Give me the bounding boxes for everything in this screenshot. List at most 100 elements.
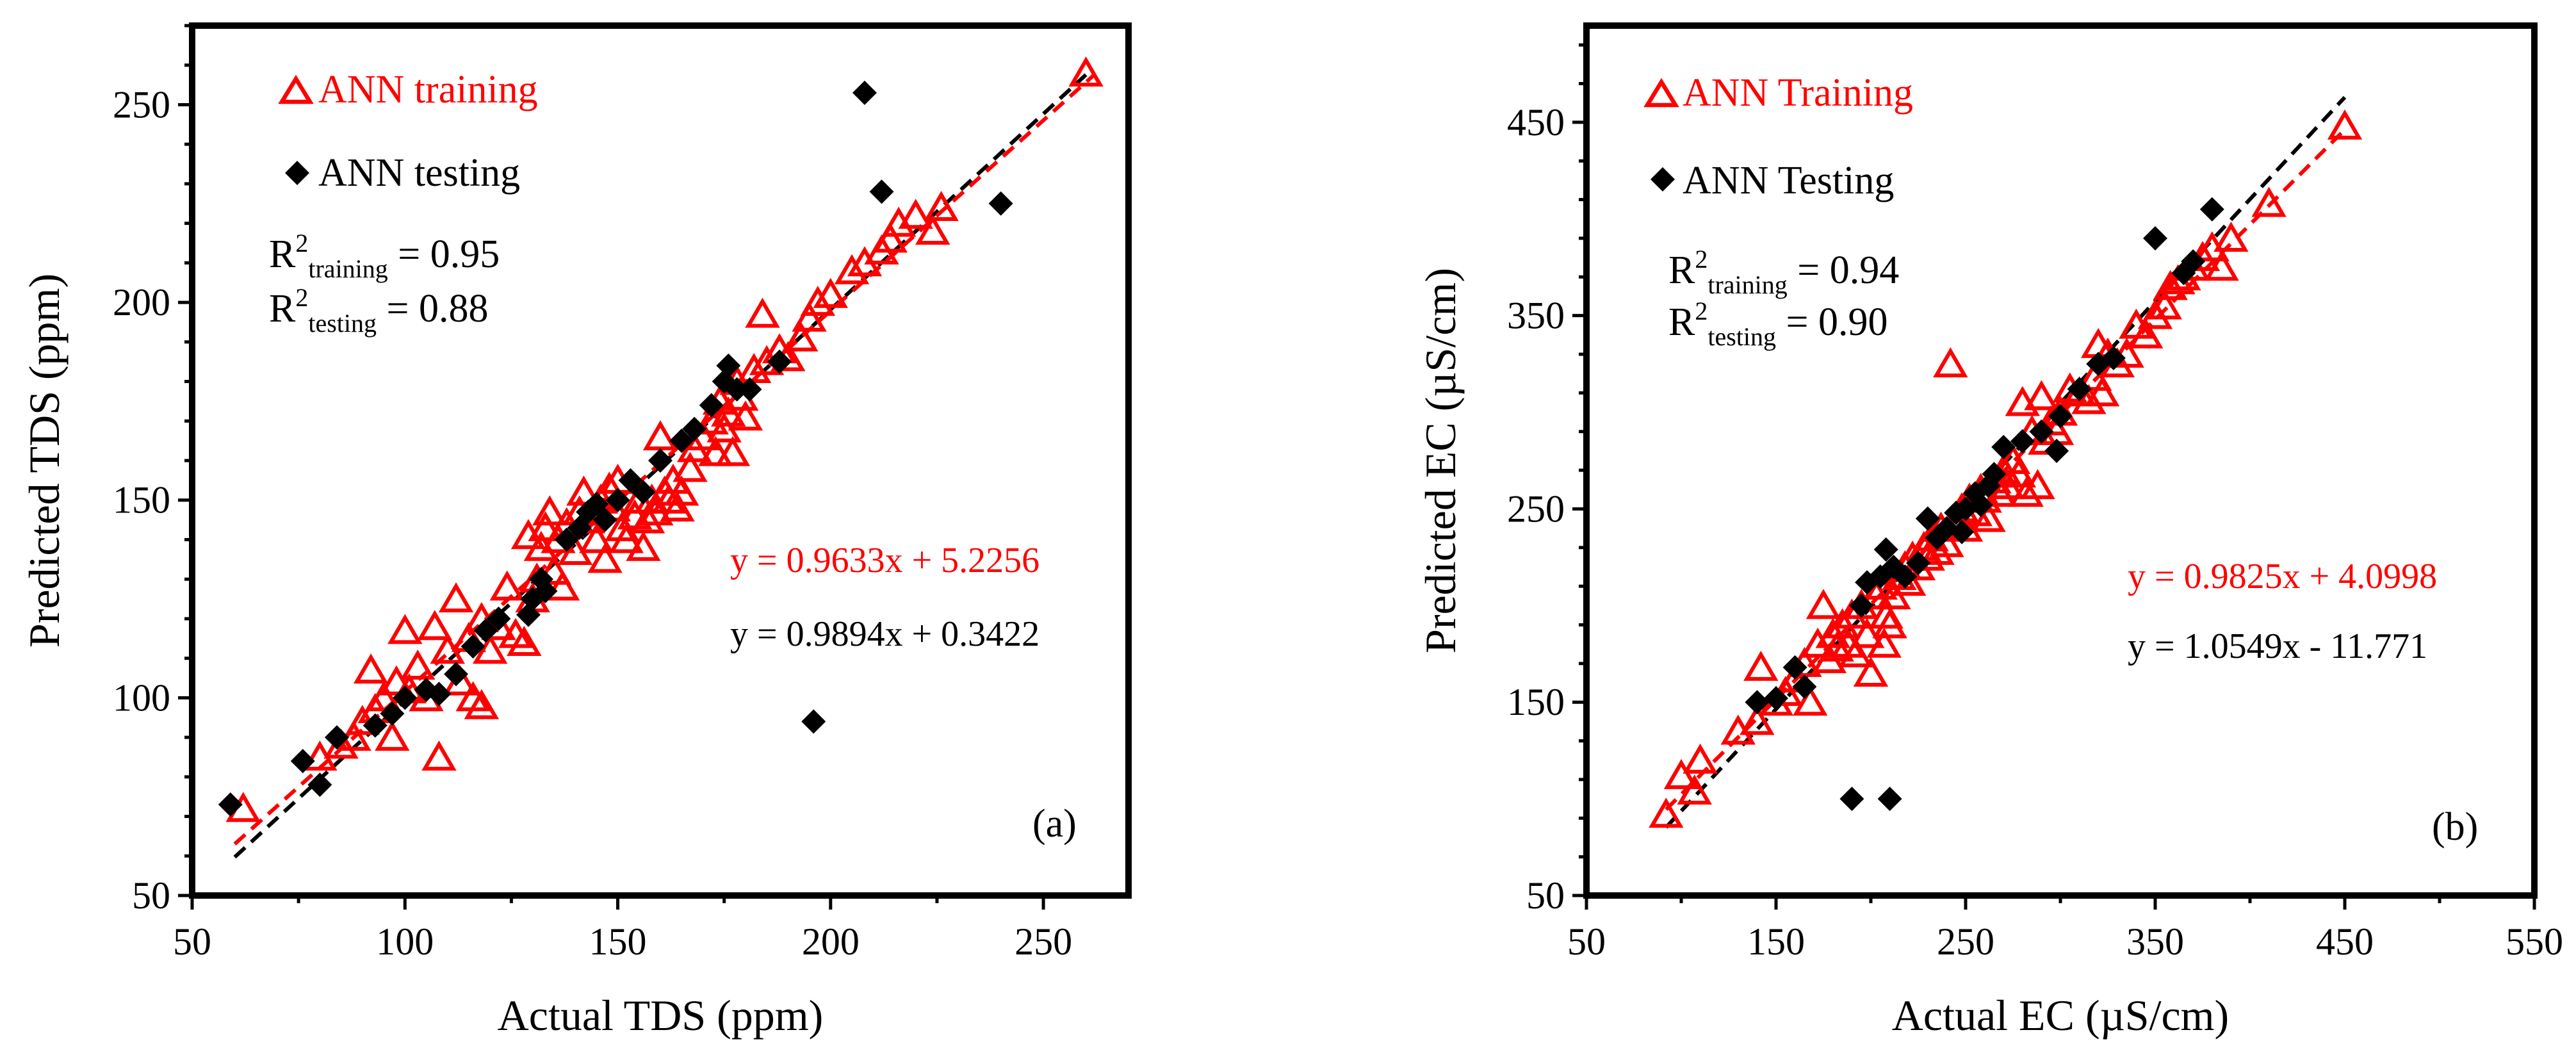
panel-label: (a)	[1032, 802, 1077, 846]
y-axis-label: Predicted TDS (ppm)	[20, 274, 69, 648]
testing-point	[1877, 787, 1902, 812]
testing-point	[767, 349, 792, 374]
x-tick-label: 450	[2316, 920, 2374, 963]
testing-point	[1950, 519, 1975, 544]
training-point	[1853, 656, 1889, 687]
legend-marker-testing	[1651, 167, 1675, 192]
trendline-training	[233, 73, 1096, 846]
r2-training-sub: training	[308, 254, 387, 283]
r2-testing: R2testing = 0.90	[1668, 297, 1888, 351]
r2-training-sup: 2	[1695, 245, 1708, 274]
testing-point	[988, 191, 1013, 216]
training-point	[1677, 774, 1712, 805]
training-point	[532, 495, 567, 526]
x-tick-label: 100	[376, 920, 434, 963]
testing-point	[2143, 225, 2167, 250]
training-point	[800, 286, 836, 316]
training-point	[464, 689, 500, 719]
training-point	[1815, 617, 1851, 648]
training-point	[417, 610, 452, 641]
training-point	[924, 190, 959, 221]
testing-point	[618, 468, 643, 493]
training-point	[2251, 186, 2287, 217]
y-tick-label: 250	[113, 83, 170, 126]
training-point	[2153, 270, 2188, 300]
testing-point	[461, 634, 485, 659]
training-point	[587, 543, 623, 573]
testing-point	[1906, 550, 1930, 575]
testing-point	[1849, 593, 1874, 618]
training-point	[1825, 608, 1860, 639]
testing-point	[427, 682, 452, 707]
training-point	[2213, 221, 2249, 252]
testing-point	[631, 480, 656, 505]
testing-point	[724, 377, 749, 402]
training-point	[2009, 477, 2044, 507]
r2-training-base: R	[1668, 249, 1695, 292]
testing-point	[2101, 346, 2126, 371]
testing-point	[605, 487, 630, 512]
training-point	[2020, 469, 2055, 500]
testing-point	[737, 377, 762, 402]
testing-point	[592, 507, 617, 532]
r2-training-value: = 0.95	[388, 233, 500, 276]
x-tick-label: 350	[2126, 920, 2184, 963]
testing-point	[801, 709, 826, 734]
y-tick-label: 150	[1507, 681, 1565, 723]
training-point	[536, 554, 572, 585]
testing-point	[1792, 675, 1817, 699]
fit-equation-testing: y = 1.0549x - 11.771	[2128, 626, 2427, 666]
testing-point	[486, 606, 511, 631]
testing-point	[1764, 686, 1788, 711]
training-point	[715, 436, 751, 466]
training-point	[1068, 56, 1104, 87]
training-point	[626, 530, 661, 561]
training-point	[1819, 631, 1854, 662]
testing-point	[2044, 438, 2069, 463]
training-point	[898, 199, 933, 229]
training-point	[400, 649, 436, 680]
testing-point	[1839, 787, 1864, 812]
r2-testing-value: = 0.88	[377, 287, 488, 331]
training-point	[2024, 380, 2059, 411]
testing-point	[1873, 537, 1898, 562]
testing-point	[363, 713, 387, 738]
x-tick-label: 550	[2506, 920, 2563, 963]
testing-point	[1745, 690, 1770, 715]
testing-point	[869, 179, 894, 204]
y-tick-label: 450	[1507, 101, 1565, 143]
training-point	[1800, 627, 1836, 658]
testing-point	[716, 353, 741, 378]
training-point	[1806, 589, 1841, 619]
y-tick-label: 250	[1507, 487, 1565, 530]
training-point	[1793, 685, 1828, 716]
training-point	[1743, 650, 1779, 681]
r2-training: R2training = 0.94	[1668, 245, 1899, 299]
training-point	[379, 665, 414, 696]
training-point	[507, 625, 542, 656]
legend-marker-training	[1643, 78, 1679, 108]
testing-point	[2181, 249, 2206, 274]
testing-point	[1982, 462, 2007, 487]
panel-label: (b)	[2432, 805, 2478, 849]
testing-point	[2048, 404, 2073, 429]
r2-training-sup: 2	[295, 229, 308, 258]
y-tick-label: 350	[1507, 295, 1565, 337]
x-axis-label: Actual EC (µS/cm)	[1892, 991, 2229, 1040]
testing-point	[669, 429, 694, 454]
training-point	[673, 452, 708, 482]
training-point	[2084, 376, 2120, 407]
fit-equation-testing: y = 0.9894x + 0.3422	[730, 614, 1039, 654]
testing-point	[852, 80, 877, 105]
training-point	[813, 277, 849, 308]
testing-point	[473, 618, 498, 643]
chart-panel-b: 50 150 250 350 450 550 50 150 250 350 450 ANN Trai…	[1416, 22, 2563, 1040]
fit-equation-training: y = 0.9633x + 5.2256	[730, 541, 1039, 580]
r2-training-value: = 0.94	[1788, 249, 1899, 292]
y-tick-label: 100	[113, 676, 170, 719]
training-point	[1849, 617, 1885, 648]
training-point	[1971, 502, 2006, 532]
r2-training-sub: training	[1708, 270, 1787, 299]
plot-frame	[1583, 22, 2538, 899]
training-point	[711, 396, 746, 427]
